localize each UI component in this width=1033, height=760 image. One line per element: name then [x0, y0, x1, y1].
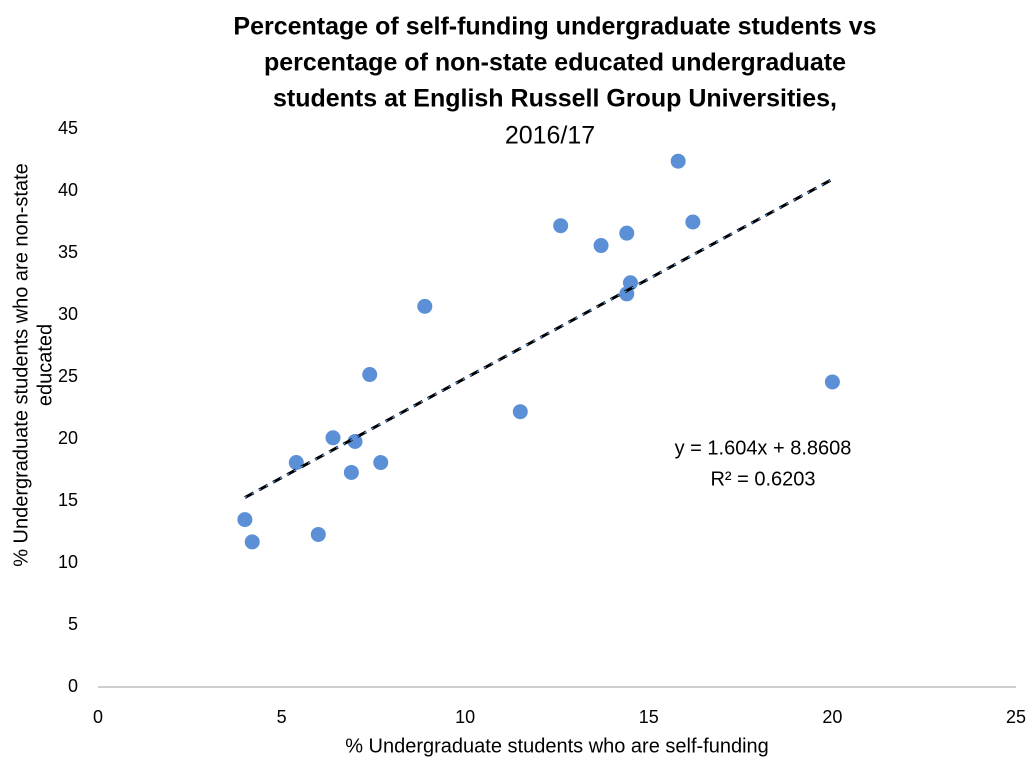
y-tick-label: 5	[68, 614, 78, 634]
point	[343, 464, 359, 480]
y-tick-label: 30	[58, 304, 78, 324]
point	[237, 512, 253, 528]
x-tick-label: 10	[455, 707, 475, 727]
y-tick-label: 25	[58, 366, 78, 386]
x-tick-label: 0	[93, 707, 103, 727]
y-tick-label: 20	[58, 428, 78, 448]
y-tick-label: 0	[68, 676, 78, 696]
point	[593, 238, 609, 254]
x-tick-label: 15	[639, 707, 659, 727]
x-tick-label: 25	[1006, 707, 1026, 727]
point	[824, 374, 840, 390]
point	[622, 275, 638, 291]
chart-subtitle: 2016/17	[505, 122, 595, 150]
point	[347, 433, 363, 449]
point	[619, 225, 635, 241]
x-tick-label: 20	[822, 707, 842, 727]
y-tick-label: 45	[58, 118, 78, 138]
y-tick-label: 40	[58, 180, 78, 200]
point	[244, 534, 260, 550]
point	[670, 153, 686, 169]
y-axis-label: educated	[34, 324, 56, 406]
point	[417, 298, 433, 314]
point	[512, 404, 528, 420]
r-squared: R² = 0.6203	[710, 468, 815, 490]
x-tick-label: 5	[277, 707, 287, 727]
y-axis-label: % Undergraduate students who are non-sta…	[10, 163, 32, 567]
y-tick-label: 35	[58, 242, 78, 262]
point	[685, 214, 701, 230]
point	[362, 367, 378, 383]
y-tick-label: 10	[58, 552, 78, 572]
chart-title: students at English Russell Group Univer…	[273, 85, 837, 113]
x-axis-label: % Undergraduate students who are self-fu…	[345, 735, 769, 757]
point	[325, 430, 341, 446]
point	[310, 526, 326, 542]
chart-title: Percentage of self-funding undergraduate…	[233, 13, 876, 41]
trendline-equation: y = 1.604x + 8.8608	[675, 437, 852, 459]
point	[373, 455, 389, 471]
point	[288, 455, 304, 471]
chart-title: percentage of non-state educated undergr…	[264, 49, 846, 77]
y-tick-label: 15	[58, 490, 78, 510]
point	[553, 218, 569, 234]
